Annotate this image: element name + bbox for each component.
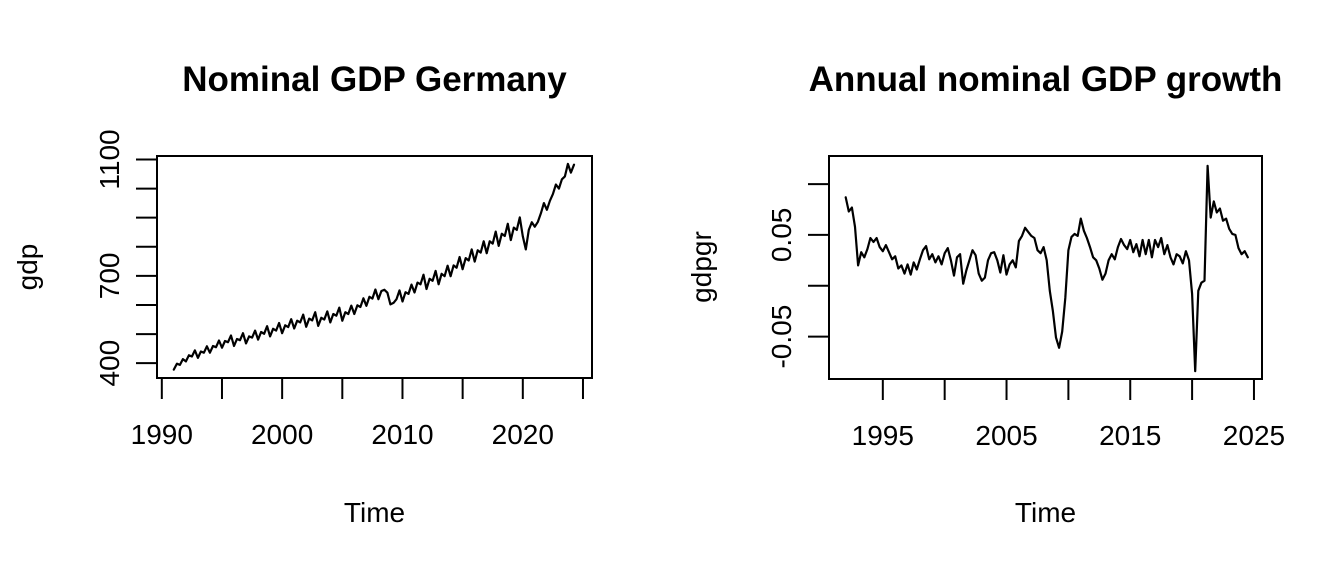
gdp-x-tick-label: 2020 <box>492 419 554 450</box>
gdpgr-x-axis-label: Time <box>1015 497 1076 528</box>
gdp-y-tick-label: 400 <box>94 340 125 387</box>
gdp-x-tick-label: 1990 <box>131 419 193 450</box>
gdp-chart: Nominal GDP Germany gdp Time 1990 2000 201… <box>12 60 593 528</box>
gdp-y-tick-label: 1100 <box>94 129 125 189</box>
gdpgr-plot-box <box>828 155 1263 380</box>
gdp-x-tick-label: 2010 <box>371 419 433 450</box>
gdp-x-axis-ticks: 1990 2000 2010 2020 <box>131 378 584 450</box>
gdpgr-y-tick-label: -0.05 <box>766 305 797 369</box>
gdp-y-axis-ticks: 400 700 1100 <box>94 129 157 387</box>
gdpgr-y-axis-label: gdpgr <box>686 231 717 303</box>
gdp-plot-box <box>156 155 593 379</box>
gdpgr-x-axis-ticks: 1995 2005 2015 2025 <box>852 379 1285 451</box>
gdp-x-tick-label: 2000 <box>251 419 313 450</box>
gdpgr-x-tick-label: 1995 <box>852 420 914 451</box>
gdp-x-axis-label: Time <box>344 497 405 528</box>
gdpgr-y-tick-label: 0.05 <box>766 208 797 262</box>
gdpgr-x-tick-label: 2025 <box>1223 420 1285 451</box>
gdpgr-x-tick-label: 2015 <box>1099 420 1161 451</box>
gdpgr-series-line <box>844 164 1249 373</box>
gdp-series-line <box>172 162 576 371</box>
gdpgr-x-tick-label: 2005 <box>975 420 1037 451</box>
gdp-chart-title: Nominal GDP Germany <box>182 60 567 99</box>
gdp-y-axis-label: gdp <box>12 244 43 291</box>
gdpgr-y-axis-ticks: -0.05 0.05 <box>766 183 829 369</box>
gdpgr-chart-title: Annual nominal GDP growth <box>809 60 1283 99</box>
gdp-y-tick-label: 700 <box>94 253 125 300</box>
gdpgr-chart: Annual nominal GDP growth gdpgr Time 199… <box>686 60 1285 528</box>
